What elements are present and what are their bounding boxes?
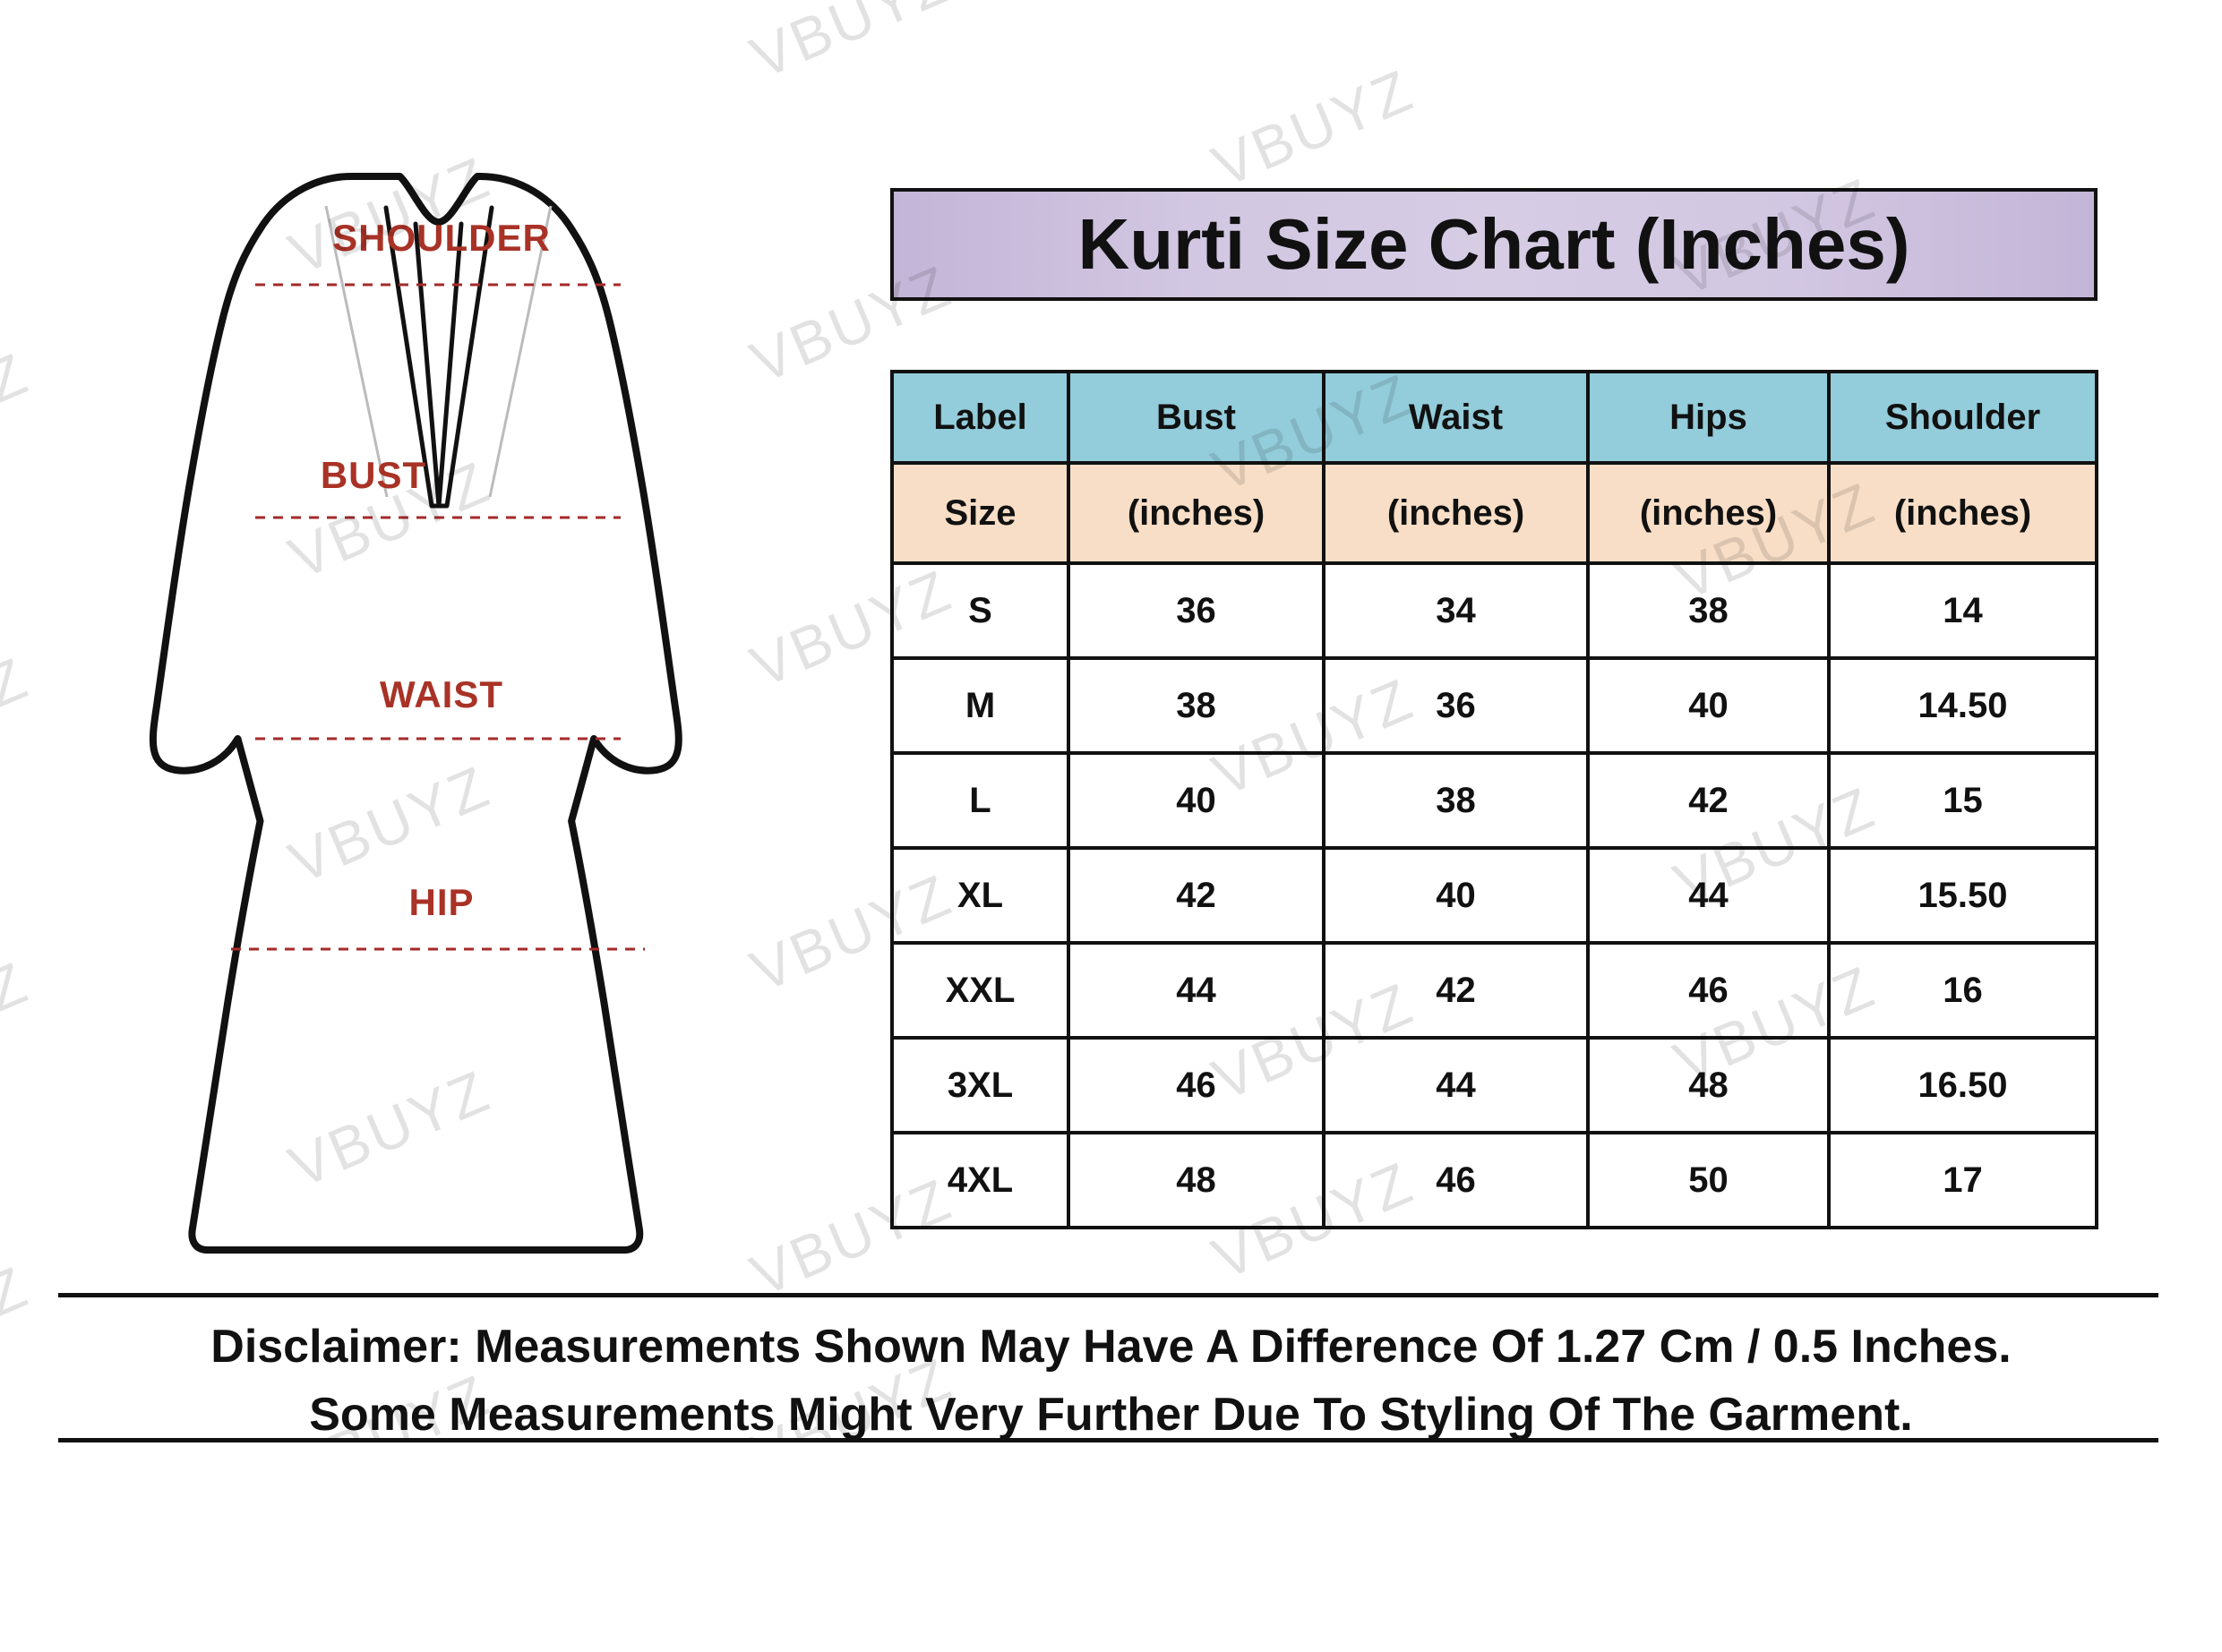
svg-text:HIP: HIP [408,881,474,923]
svg-text:BUST: BUST [321,454,426,496]
svg-text:WAIST: WAIST [380,673,503,715]
svg-text:SHOULDER: SHOULDER [332,217,551,259]
